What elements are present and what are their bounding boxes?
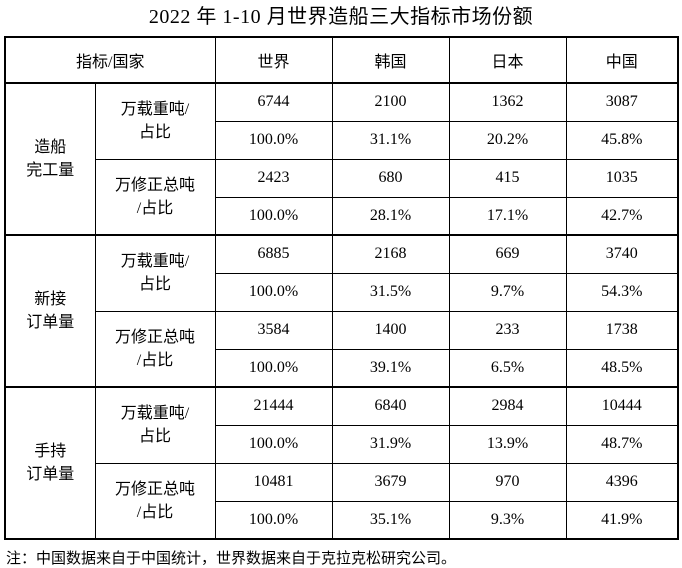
value-cell: 3740 <box>565 234 679 274</box>
group-label-line: 新接 <box>34 291 67 308</box>
group-label-line: 造船 <box>34 139 67 156</box>
share-cell: 100.0% <box>214 272 333 312</box>
metric-label-cgt: 万修正总吨 /占比 <box>94 462 216 540</box>
page-title: 2022 年 1-10 月世界造船三大指标市场份额 <box>148 6 534 28</box>
metric-label-line: 占比 <box>139 276 172 294</box>
share-cell: 100.0% <box>214 424 333 464</box>
value-cell: 233 <box>448 310 567 350</box>
share-cell: 48.7% <box>565 424 679 464</box>
value-cell: 2168 <box>331 234 450 274</box>
metric-label-dwt: 万载重吨/ 占比 <box>94 234 216 312</box>
market-share-table: 指标/国家 世界 韩国 日本 中国 造船 完工量 万载重吨/ 占比 6744 2… <box>4 36 680 540</box>
value-cell: 415 <box>448 158 567 198</box>
metric-label-cgt: 万修正总吨 /占比 <box>94 310 216 388</box>
share-cell: 54.3% <box>565 272 679 312</box>
table-row: 万修正总吨 /占比 2423 680 415 1035 <box>5 158 679 236</box>
value-cell: 680 <box>331 158 450 198</box>
share-cell: 41.9% <box>565 500 679 540</box>
share-cell: 42.7% <box>565 196 679 236</box>
group-label-line: 订单量 <box>26 314 75 331</box>
group-label-line: 订单量 <box>26 466 75 483</box>
group-label-new-orders: 新接 订单量 <box>4 234 96 388</box>
value-cell: 1035 <box>565 158 679 198</box>
col-header-japan: 日本 <box>448 36 567 84</box>
table-row: 100.0% 31.9% 13.9% 48.7% <box>5 424 679 464</box>
share-cell: 45.8% <box>565 120 679 160</box>
value-cell: 669 <box>448 234 567 274</box>
share-cell: 100.0% <box>214 120 333 160</box>
value-cell: 4396 <box>565 462 679 502</box>
metric-label-line: 万修正总吨 <box>115 176 196 194</box>
value-cell: 1362 <box>448 82 567 122</box>
table-row: 新接 订单量 万载重吨/ 占比 6885 2168 669 3740 <box>4 234 679 388</box>
metric-label-line: 万载重吨/ <box>120 253 190 271</box>
table-row: 100.0% 31.1% 20.2% 45.8% <box>5 120 679 160</box>
metric-label-line: 万载重吨/ <box>120 101 190 119</box>
col-header-world: 世界 <box>214 36 333 84</box>
share-cell: 31.5% <box>331 272 450 312</box>
col-header-china: 中国 <box>565 36 679 84</box>
table-header-row: 指标/国家 世界 韩国 日本 中国 <box>4 36 679 84</box>
table-row: 造船 完工量 万载重吨/ 占比 6744 2100 1362 3087 <box>4 82 679 236</box>
group-label-line: 完工量 <box>26 162 75 179</box>
metric-label-line: 万修正总吨 <box>115 480 196 498</box>
value-cell: 6840 <box>331 386 450 426</box>
value-cell: 3087 <box>565 82 679 122</box>
metric-label-line: 占比 <box>139 428 172 446</box>
table-row: 万修正总吨 /占比 10481 3679 970 4396 <box>5 462 679 540</box>
metric-label-line: 占比 <box>139 124 172 142</box>
value-cell: 1738 <box>565 310 679 350</box>
value-cell: 3679 <box>331 462 450 502</box>
value-cell: 2984 <box>448 386 567 426</box>
value-cell: 1400 <box>331 310 450 350</box>
share-cell: 17.1% <box>448 196 567 236</box>
share-cell: 6.5% <box>448 348 567 388</box>
value-cell: 970 <box>448 462 567 502</box>
share-cell: 39.1% <box>331 348 450 388</box>
group-label-completions: 造船 完工量 <box>4 82 96 236</box>
value-cell: 21444 <box>214 386 333 426</box>
share-cell: 13.9% <box>448 424 567 464</box>
share-cell: 31.9% <box>331 424 450 464</box>
metric-label-line: /占比 <box>136 503 174 521</box>
share-cell: 9.7% <box>448 272 567 312</box>
table-row: 100.0% 39.1% 6.5% 48.5% <box>5 348 679 388</box>
value-cell: 6885 <box>214 234 333 274</box>
metric-label-dwt: 万载重吨/ 占比 <box>94 386 216 464</box>
value-cell: 10481 <box>214 462 333 502</box>
value-cell: 2423 <box>214 158 333 198</box>
share-cell: 100.0% <box>214 348 333 388</box>
table-row: 手持 订单量 万载重吨/ 占比 21444 6840 2984 10444 <box>4 386 679 540</box>
share-cell: 35.1% <box>331 500 450 540</box>
col-header-korea: 韩国 <box>331 36 450 84</box>
share-cell: 20.2% <box>448 120 567 160</box>
table-row: 100.0% 31.5% 9.7% 54.3% <box>5 272 679 312</box>
metric-label-line: 万载重吨/ <box>120 405 190 423</box>
table-row: 万修正总吨 /占比 3584 1400 233 1738 <box>5 310 679 388</box>
share-cell: 31.1% <box>331 120 450 160</box>
value-cell: 10444 <box>565 386 679 426</box>
metric-label-cgt: 万修正总吨 /占比 <box>94 158 216 236</box>
table-row: 100.0% 35.1% 9.3% 41.9% <box>5 500 679 540</box>
share-cell: 100.0% <box>214 196 333 236</box>
group-label-order-book: 手持 订单量 <box>4 386 96 540</box>
share-cell: 9.3% <box>448 500 567 540</box>
value-cell: 6744 <box>214 82 333 122</box>
metric-label-line: /占比 <box>136 199 174 217</box>
share-cell: 28.1% <box>331 196 450 236</box>
source-footnote: 注：中国数据来自于中国统计，世界数据来自于克拉克松研究公司。 <box>6 551 457 567</box>
group-label-line: 手持 <box>34 443 67 460</box>
value-cell: 2100 <box>331 82 450 122</box>
table-row: 100.0% 28.1% 17.1% 42.7% <box>5 196 679 236</box>
corner-header-cell: 指标/国家 <box>4 36 216 84</box>
share-cell: 100.0% <box>214 500 333 540</box>
metric-label-dwt: 万载重吨/ 占比 <box>94 82 216 160</box>
metric-label-line: /占比 <box>136 351 174 369</box>
share-cell: 48.5% <box>565 348 679 388</box>
metric-label-line: 万修正总吨 <box>115 328 196 346</box>
value-cell: 3584 <box>214 310 333 350</box>
